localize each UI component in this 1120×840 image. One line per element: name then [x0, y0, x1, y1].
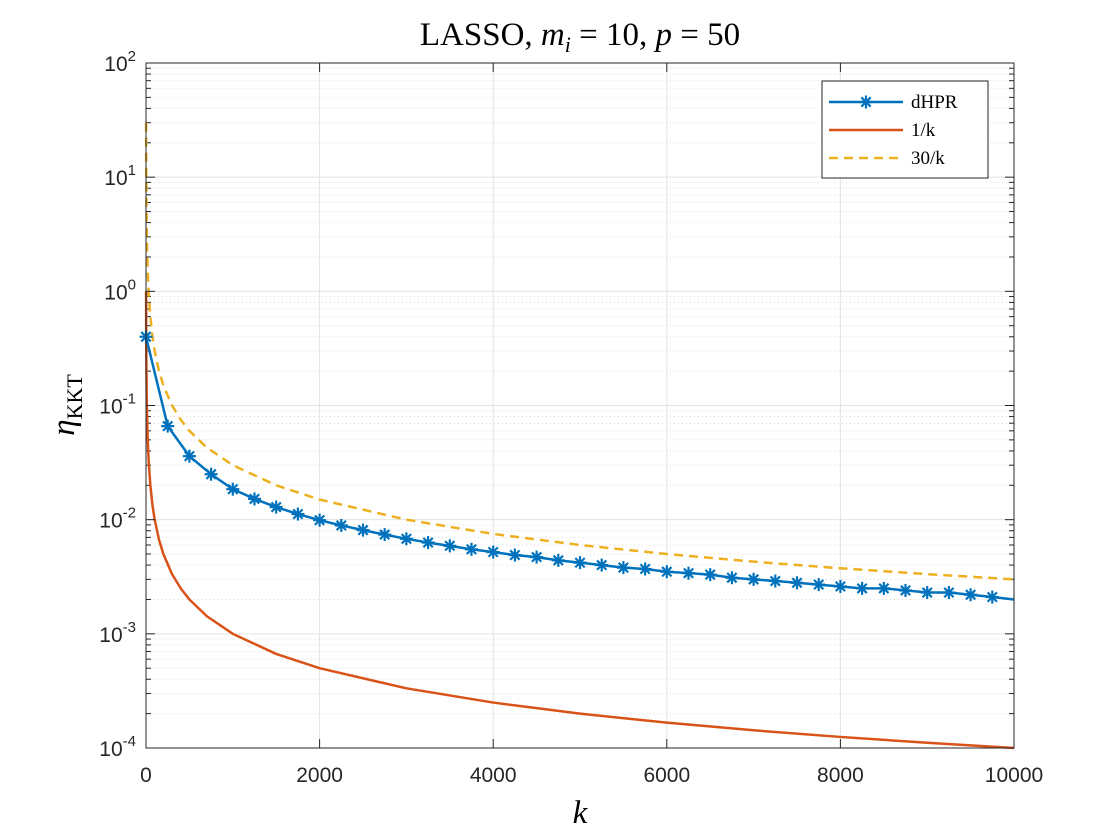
data-point-marker: [204, 467, 218, 481]
x-tick-label: 0: [140, 764, 152, 787]
x-tick-label: 10000: [985, 764, 1043, 787]
legend-label-dhpr: dHPR: [911, 92, 958, 113]
data-point-marker: [508, 548, 522, 562]
title-p: p: [654, 17, 673, 53]
data-point-marker: [638, 562, 652, 576]
y-tick-label: 10-1: [99, 391, 136, 419]
y-tick-label: 10-3: [99, 619, 136, 647]
data-point-marker: [421, 536, 435, 550]
y-axis-label-eta: η: [46, 419, 82, 435]
data-point-marker: [877, 581, 891, 595]
data-point-marker: [725, 571, 739, 585]
data-point-marker: [660, 565, 674, 579]
legend-marker-dhpr: [859, 95, 873, 109]
data-point-marker: [443, 539, 457, 553]
data-point-marker: [812, 578, 826, 592]
chart-title: LASSO, mi = 10, p = 50: [420, 17, 740, 57]
data-point-marker: [291, 507, 305, 521]
y-axis-ticks: 102 101 100 10-1 10-2 10-3 10-4: [99, 48, 1014, 761]
data-point-marker: [942, 586, 956, 600]
data-point-marker: [465, 542, 478, 556]
data-point-marker: [378, 528, 392, 542]
x-axis-label: k: [573, 795, 589, 831]
data-point-marker: [334, 518, 348, 532]
legend-label-30-over-k: 30/k: [911, 148, 945, 169]
data-point-marker: [920, 586, 934, 600]
data-point-marker: [248, 492, 261, 506]
data-point-marker: [226, 482, 240, 496]
data-point-marker: [399, 532, 413, 546]
data-point-marker: [703, 568, 717, 582]
data-point-marker: [616, 561, 630, 575]
data-point-marker: [161, 419, 175, 433]
x-tick-label: 6000: [643, 764, 690, 787]
data-point-marker: [530, 550, 544, 564]
data-point-marker: [486, 545, 500, 559]
legend-label-1-over-k: 1/k: [911, 120, 936, 141]
series-layer: [139, 122, 1015, 750]
legend-item-dhpr: dHPR: [829, 92, 958, 113]
data-point-marker: [313, 513, 327, 527]
data-point-marker: [790, 576, 804, 590]
legend: dHPR 1/k 30/k: [821, 80, 989, 179]
x-tick-label: 4000: [470, 764, 517, 787]
series-line-1-k: [144, 291, 1015, 750]
title-p-eq: = 50: [672, 17, 740, 53]
data-point-marker: [595, 558, 609, 572]
title-m-subscript: i: [565, 32, 571, 57]
x-tick-label: 2000: [296, 764, 343, 787]
data-point-marker: [269, 500, 283, 514]
title-m-eq: = 10,: [571, 17, 656, 53]
y-axis-label-subscript: KKT: [62, 374, 87, 420]
data-point-marker: [899, 583, 912, 597]
data-point-marker: [747, 572, 761, 586]
data-point-marker: [682, 566, 695, 580]
y-tick-label: 100: [104, 276, 136, 304]
data-point-marker: [551, 553, 565, 567]
data-point-marker: [855, 581, 869, 595]
data-point-marker: [356, 523, 370, 537]
minor-grid: [146, 67, 1014, 715]
data-point-marker: [833, 579, 847, 593]
data-point-marker: [768, 574, 782, 588]
title-m: m: [541, 17, 565, 53]
y-tick-label: 10-4: [99, 733, 136, 761]
y-axis-label: ηKKT: [46, 374, 87, 436]
data-point-marker: [573, 556, 587, 570]
y-tick-label: 10-2: [99, 505, 136, 533]
legend-asterisk-icon: [859, 95, 873, 109]
title-prefix: LASSO,: [420, 17, 541, 53]
x-axis-ticks: 0 2000 4000 6000 8000 10000: [140, 63, 1043, 787]
x-tick-label: 8000: [817, 764, 864, 787]
data-point-marker: [985, 590, 999, 604]
y-tick-label: 101: [104, 162, 136, 190]
legend-item-30-over-k: 30/k: [829, 148, 945, 169]
data-point-marker: [964, 588, 978, 602]
y-tick-label: 102: [104, 48, 136, 76]
series-line-30-k: [144, 122, 1015, 581]
data-point-marker: [182, 449, 196, 463]
legend-item-1-over-k: 1/k: [829, 120, 936, 141]
